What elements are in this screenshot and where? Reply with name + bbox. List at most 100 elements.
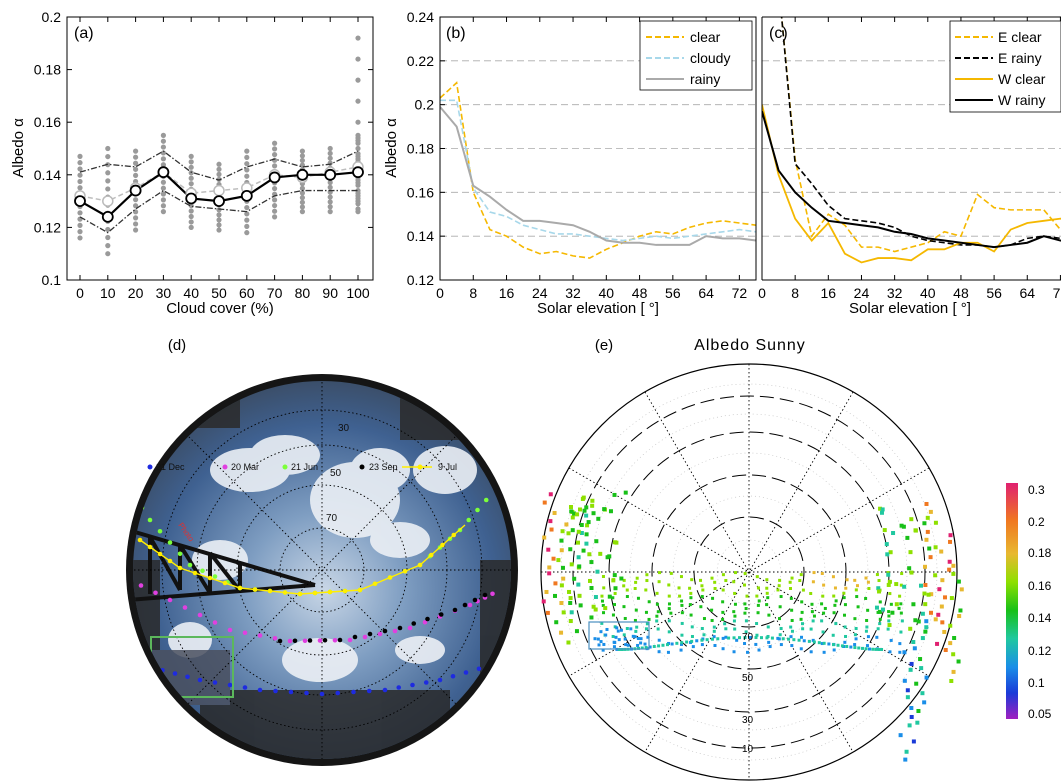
fisheye-elev-50: 50 [330,468,342,479]
albedo-sample [922,521,927,526]
albedo-sample [713,643,717,647]
albedo-sample [920,611,925,616]
xtick-label: 32 [565,285,581,301]
a-sample-point [133,148,139,154]
albedo-sample [584,532,589,537]
albedo-sample [595,569,600,574]
albedo-sample [652,644,656,648]
albedo-sample [584,505,589,510]
albedo-sample [817,641,821,645]
albedo-sample [781,637,785,641]
albedo-sample [735,638,739,642]
sun-position-dot [227,627,233,633]
panel-a-x-label: Cloud cover (%) [166,300,274,317]
albedo-sample [733,591,737,595]
albedo-sample [578,507,583,512]
albedo-sample [923,629,928,634]
sun-position-dot [438,612,444,617]
albedo-sample [843,613,847,617]
albedo-sample [907,566,912,571]
albedo-sample [936,612,941,617]
a-sample-point [188,224,194,230]
a-sample-point [327,194,333,200]
albedo-sample [831,633,835,637]
albedo-sample [645,579,649,583]
albedo-sample [823,606,827,610]
albedo-sample [777,584,781,588]
albedo-sample [556,558,561,563]
albedo-sample [933,617,938,622]
a-sample-point [77,160,83,166]
albedo-sample [855,584,859,588]
albedo-sample [568,504,573,509]
albedo-sample [629,627,633,631]
a-xtick-label: 30 [156,285,172,301]
albedo-sample [868,647,872,651]
albedo-sample [765,591,769,595]
albedo-sample [909,570,914,575]
a-sample-point [355,206,361,212]
sun-position-dot [411,621,417,626]
albedo-sample [744,607,748,611]
albedo-sample [925,529,930,534]
albedo-sample [789,596,793,600]
a-sample-point [188,164,194,170]
albedo-sample [688,603,692,607]
panel-c-lines [762,17,1061,264]
albedo-sample [779,643,783,647]
a-sample-point [133,227,139,233]
a-sample-point [133,154,139,160]
a-sample-point [160,138,166,144]
albedo-sample [898,733,903,738]
sun-position-dot [463,670,469,675]
albedo-sample [788,587,792,591]
ytick-label: 0.16 [407,184,434,200]
albedo-sample [619,628,623,632]
albedo-sample [746,650,750,654]
albedo-sample [935,641,940,646]
albedo-sample [854,637,858,641]
albedo-sample [613,625,617,629]
albedo-sample [640,646,644,650]
sun-position-dot [319,691,325,697]
albedo-sample [611,634,615,638]
a-sample-point [77,210,83,216]
albedo-sample [566,640,571,645]
xtick-label: 48 [953,285,969,301]
albedo-sample [670,642,674,646]
a-sample-point [355,198,361,204]
panel-b-x-label: Solar elevation [ °] [537,300,659,317]
albedo-sample [680,611,684,615]
albedo-sample [612,645,616,649]
albedo-sample [903,757,908,762]
albedo-sample [924,625,929,630]
albedo-sample [948,641,953,646]
a-sample-point [299,148,305,154]
a-lower-line [79,189,358,234]
panel-b-legend: clear cloudy rainy [639,20,753,91]
albedo-sample [547,565,552,570]
albedo-sample [743,571,747,575]
albedo-sample [940,620,945,625]
albedo-sample [559,630,564,635]
albedo-sample [877,579,881,583]
a-sample-point [188,213,194,220]
albedo-sample [802,639,806,643]
albedo-sample [957,614,962,619]
albedo-sample [622,584,626,588]
albedo-sample [680,603,684,607]
sun-position-dot [242,685,248,690]
albedo-sample [559,601,564,606]
albedo-sample [776,588,780,592]
albedo-sample [908,550,913,555]
albedo-sample [864,647,868,651]
albedo-sample [569,610,574,615]
a-sample-point [355,119,361,125]
albedo-sample [601,603,605,607]
albedo-sample [679,642,683,646]
albedo-sample [614,540,619,545]
albedo-sample [948,533,953,538]
sun-position-dot [187,562,193,568]
series-line-w-clear [762,104,1061,264]
legend-e-rainy: E rainy [998,50,1042,66]
